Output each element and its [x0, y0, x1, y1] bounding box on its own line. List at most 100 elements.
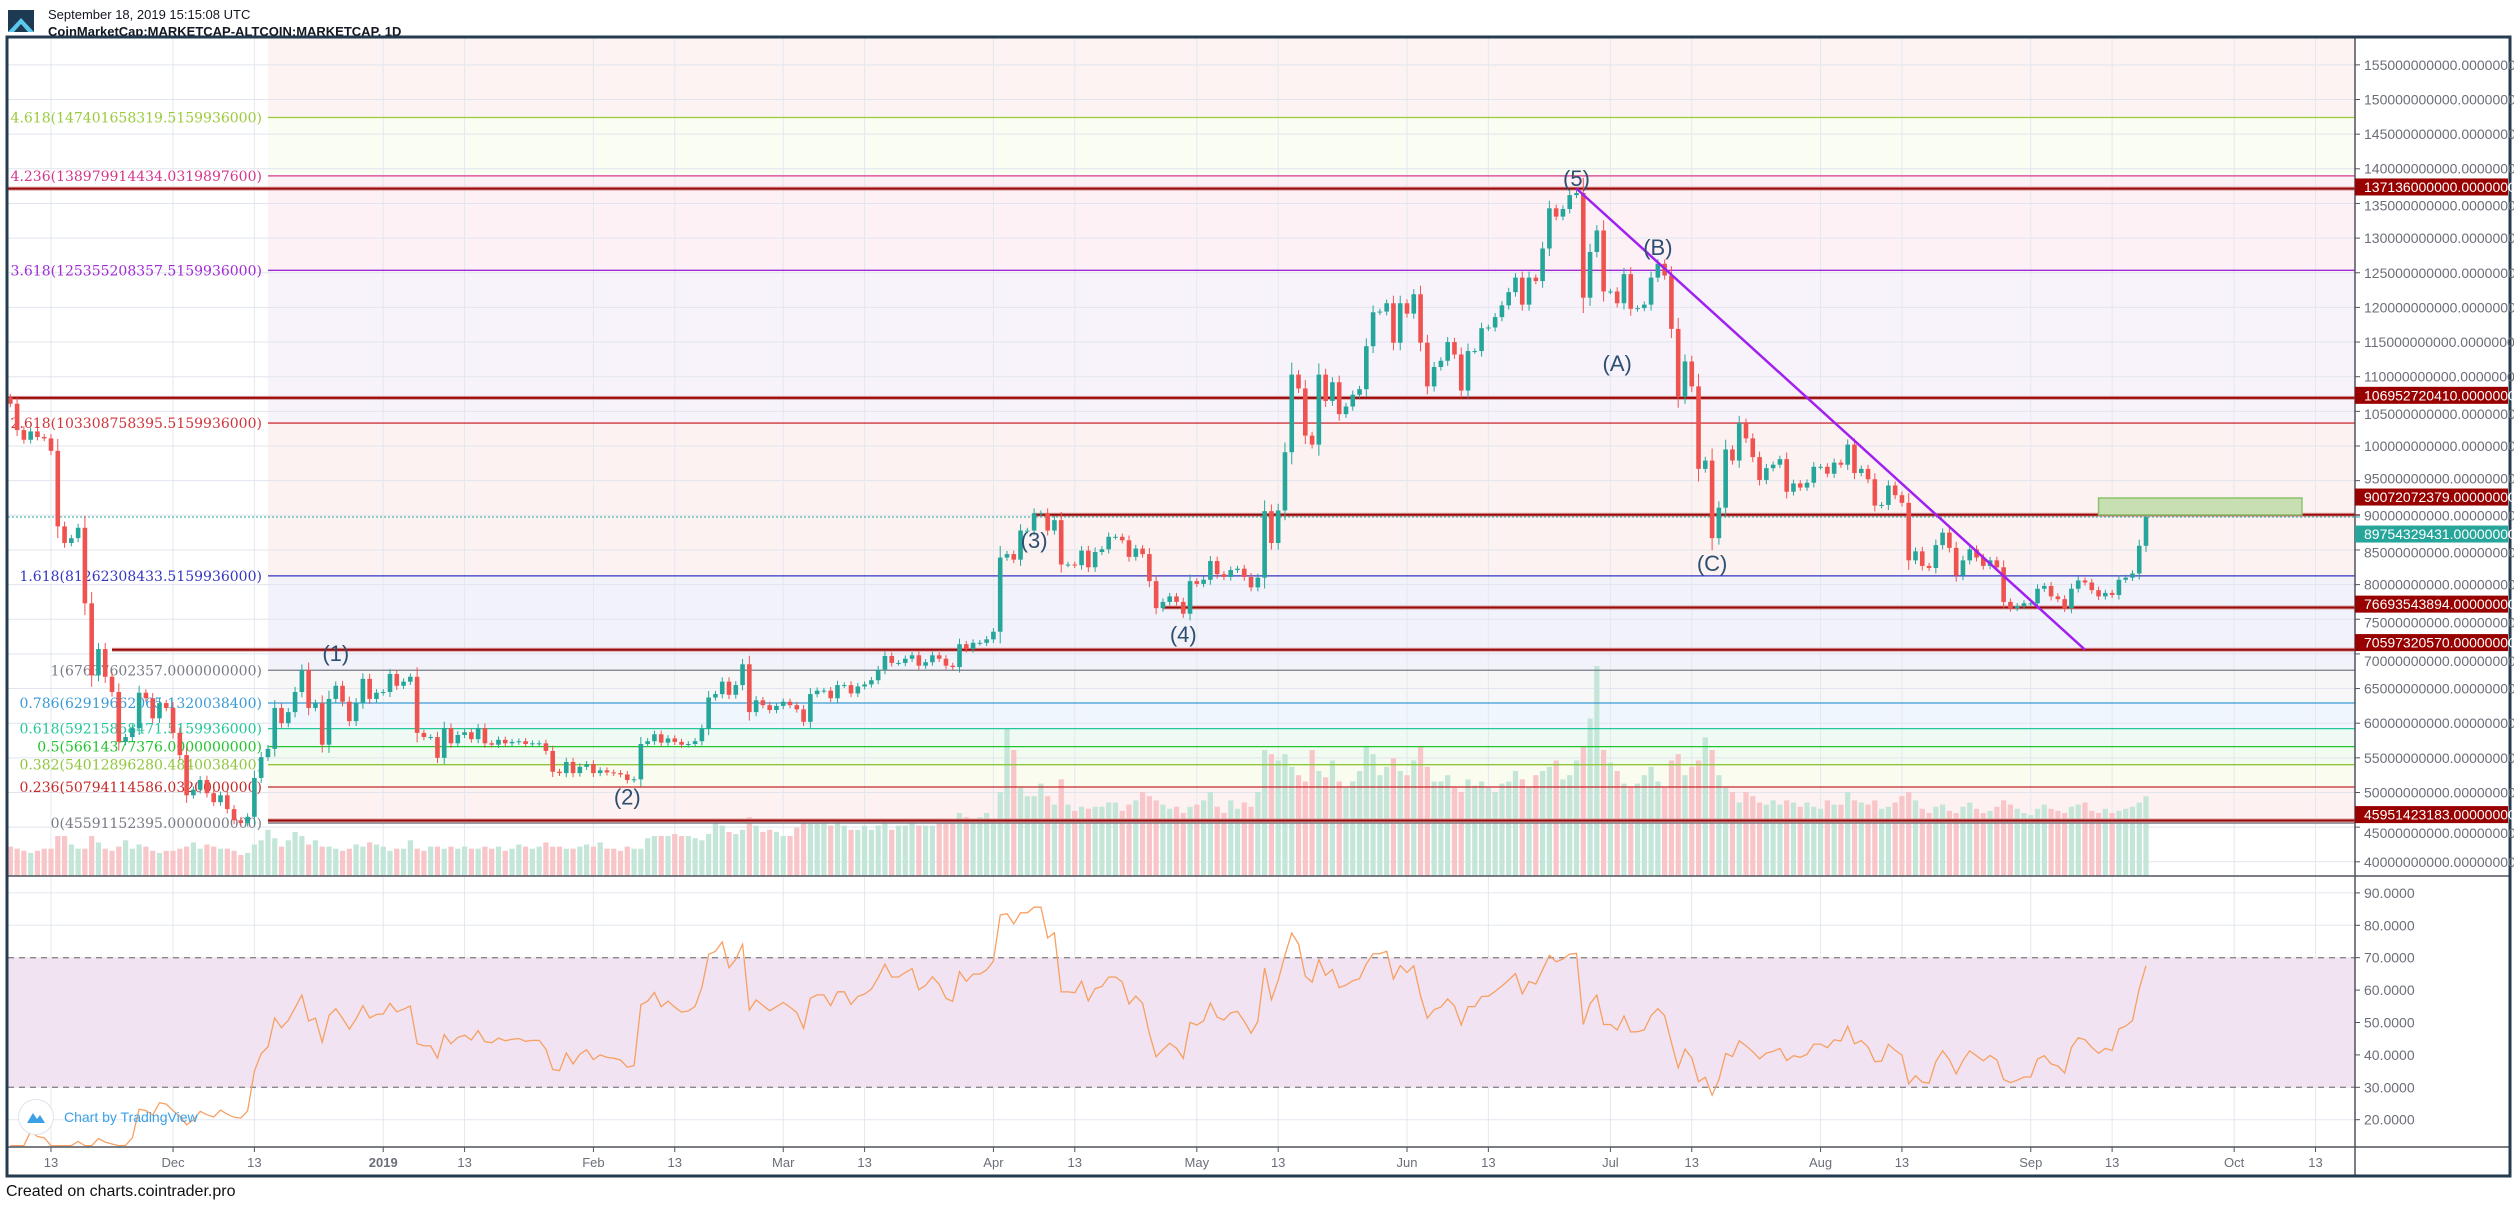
volume-bar: [495, 846, 502, 876]
volume-bar: [1146, 796, 1152, 876]
candle-body: [1716, 507, 1722, 539]
volume-bar: [1723, 787, 1729, 876]
fib-level-label: 4.236(138979914434.0319897600): [11, 169, 262, 185]
elliott-wave-label[interactable]: (5): [1563, 166, 1590, 191]
candle: [1757, 451, 1762, 486]
volume-bar: [1282, 754, 1288, 876]
candle: [360, 673, 366, 709]
volume-bar: [699, 840, 705, 876]
drawings[interactable]: (1) (2) (3) (4) (5) (A) (B) (C): [322, 166, 2303, 810]
candle: [265, 745, 271, 761]
candle-body: [1770, 464, 1776, 469]
candle-body: [279, 707, 284, 724]
candle: [1784, 452, 1789, 499]
candle-body: [753, 700, 759, 713]
candle-body: [909, 655, 915, 659]
price-axis[interactable]: 155000000000.0000000000 150000000000.0000…: [2355, 57, 2514, 1128]
candlestick-series: [8, 177, 2149, 827]
elliott-wave-label[interactable]: (1): [322, 641, 349, 666]
volume-bar: [502, 850, 508, 876]
time-tick-label: Jul: [1602, 1155, 1619, 1170]
candle: [1601, 220, 1606, 302]
fib-level-label: 0(45591152395.0000000000): [51, 816, 262, 832]
candle: [523, 738, 528, 748]
volume-bar: [116, 846, 122, 876]
candle: [1696, 373, 1701, 482]
volume-bar: [1194, 804, 1200, 876]
candle-body: [1642, 304, 1647, 309]
candle: [1384, 299, 1389, 316]
candle-body: [1967, 549, 1973, 561]
candle: [1445, 337, 1450, 366]
candle-body: [1133, 548, 1139, 557]
horizontal-levels[interactable]: [8, 186, 2355, 823]
downtrend-line[interactable]: [1575, 187, 2086, 651]
candle-body: [550, 750, 556, 772]
candle-body: [1045, 513, 1050, 531]
price-tick-label: 100000000000.0000000000: [2364, 438, 2514, 454]
candle: [333, 681, 339, 704]
level-price-label-bg: [2355, 386, 2508, 404]
candle-body: [970, 642, 976, 650]
candle-body: [197, 780, 203, 790]
volume-bar: [400, 848, 407, 876]
target-box[interactable]: [2097, 497, 2303, 516]
volume-bar: [1275, 760, 1281, 876]
candle-body: [1072, 564, 1078, 566]
candle-body: [591, 764, 596, 774]
candle: [21, 426, 27, 444]
candle-body: [1160, 601, 1166, 609]
symbol-title: CoinMarketCap:MARKETCAP-ALTCOIN:MARKETCA…: [48, 24, 402, 39]
candle-body: [1764, 468, 1769, 480]
price-tick-label: 65000000000.0000000000: [2364, 681, 2514, 697]
level-price-label: 106952720410.0000000000: [2364, 387, 2514, 403]
candle-body: [380, 692, 386, 694]
candle-body: [1614, 291, 1620, 304]
candle: [1872, 473, 1878, 512]
candle-body: [1947, 532, 1952, 548]
rsi-tick-label: 30.0000: [2364, 1079, 2415, 1095]
tradingview-watermark[interactable]: Chart by TradingView: [18, 1099, 198, 1135]
candle-body: [1811, 466, 1817, 483]
elliott-wave-label[interactable]: (2): [614, 785, 641, 810]
candle: [1472, 348, 1478, 354]
volume-bar: [34, 850, 41, 876]
elliott-wave-label[interactable]: (A): [1603, 351, 1632, 376]
candle: [2096, 586, 2101, 600]
candle: [1675, 317, 1681, 408]
volume-bar: [75, 848, 81, 876]
elliott-wave-label[interactable]: (4): [1170, 622, 1197, 647]
candle-body: [292, 692, 298, 713]
volume-bar: [1587, 718, 1593, 876]
volume-bar: [2048, 808, 2054, 876]
candle-body: [869, 680, 874, 685]
candle: [353, 698, 359, 727]
candle: [1336, 375, 1342, 421]
volume-bar: [1906, 792, 1912, 876]
candle: [306, 662, 311, 716]
candle-body: [821, 690, 827, 692]
volume-bar: [889, 829, 895, 876]
time-axis[interactable]: 13 Dec 13 2019 13 Feb 13 Mar 13 Apr 13 May 13 Jun 13 Ju…: [44, 1147, 2323, 1170]
volume-bar: [468, 848, 474, 876]
level-price-label: 90072072379.0000000000: [2364, 489, 2514, 505]
candle-body: [1506, 292, 1511, 306]
volume-bar: [970, 819, 976, 876]
candle-body: [258, 757, 264, 778]
candle-body: [1384, 303, 1389, 312]
volume-bar: [1228, 800, 1234, 876]
candle: [496, 736, 501, 749]
candle: [1452, 337, 1457, 359]
elliott-wave-label[interactable]: (3): [1021, 528, 1048, 553]
volume-bar: [1628, 787, 1634, 876]
candle: [1553, 204, 1559, 221]
candle: [869, 676, 874, 688]
volume-bar: [1465, 779, 1471, 876]
candle-body: [489, 743, 494, 745]
elliott-wave-label[interactable]: (B): [1643, 235, 1672, 260]
elliott-wave-label[interactable]: (C): [1697, 551, 1728, 576]
candle-body: [1350, 394, 1356, 407]
candle: [902, 655, 908, 667]
candle-body: [536, 743, 542, 745]
